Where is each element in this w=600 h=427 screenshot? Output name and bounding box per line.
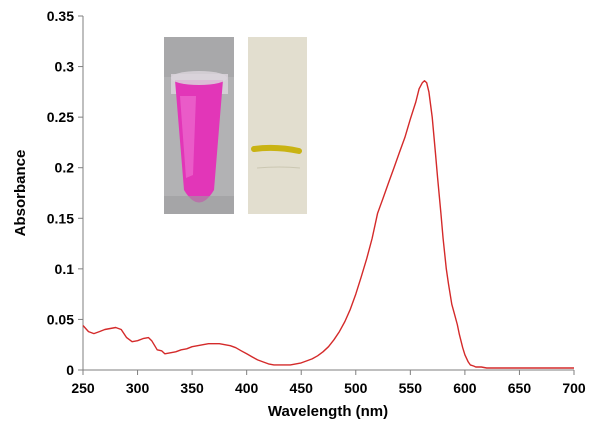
y-tick-label: 0.3 — [55, 59, 75, 75]
x-tick-label: 400 — [235, 380, 259, 396]
x-tick-label: 700 — [562, 380, 586, 396]
y-tick-label: 0.35 — [47, 8, 74, 24]
x-tick-label: 550 — [399, 380, 423, 396]
x-axis-label: Wavelength (nm) — [268, 403, 388, 420]
x-tick-label: 500 — [344, 380, 368, 396]
y-tick-label: 0.2 — [55, 160, 75, 176]
x-tick-label: 600 — [453, 380, 477, 396]
x-tick-label: 300 — [126, 380, 150, 396]
inset-photos — [164, 37, 307, 214]
y-axis-label: Absorbance — [12, 150, 29, 237]
y-tick-label: 0 — [66, 362, 74, 378]
y-tick-label: 0.25 — [47, 109, 74, 125]
y-ticks: 0 0.05 0.1 0.15 0.2 0.25 0.3 0.35 — [47, 8, 83, 378]
absorbance-series-line — [82, 80, 574, 369]
x-tick-label: 250 — [71, 380, 95, 396]
x-tick-label: 450 — [290, 380, 314, 396]
inset-photo-strip — [248, 37, 307, 214]
x-ticks: 250 300 350 400 450 500 550 600 650 700 — [71, 370, 586, 396]
axes — [82, 16, 574, 371]
x-tick-label: 650 — [508, 380, 532, 396]
x-tick-label: 350 — [180, 380, 204, 396]
y-tick-label: 0.15 — [47, 210, 74, 226]
y-tick-label: 0.05 — [47, 311, 74, 327]
y-tick-label: 0.1 — [55, 261, 75, 277]
inset-photo-tube — [164, 37, 234, 214]
